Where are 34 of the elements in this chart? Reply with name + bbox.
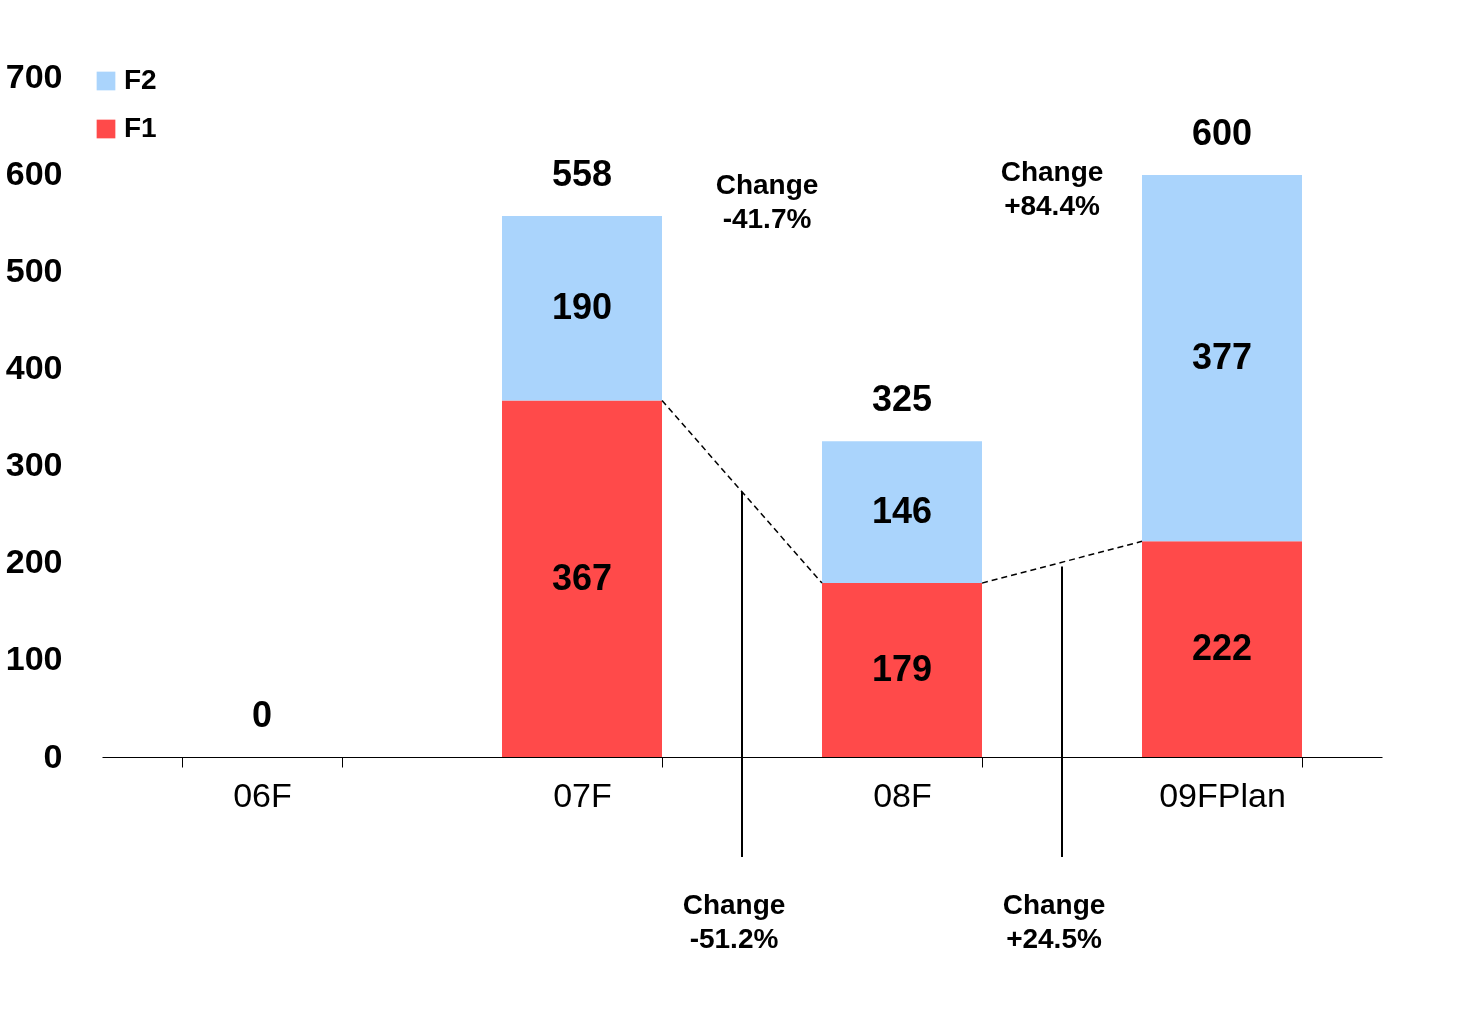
annotation: Change -41.7% [715,169,819,235]
text: Change +24.5% [1002,889,1106,954]
bar [502,400,662,757]
data-label: 367 [551,556,613,598]
bar [1142,175,1302,542]
text: Change -51.2% [682,889,786,954]
legend-label: F2 [124,64,157,95]
y-tick-label: 700 [5,56,63,95]
x-tick-label: 08F [873,775,932,814]
y-tick-label: 200 [5,542,63,581]
total-label: 325 [871,378,933,420]
total-label: 600 [1191,112,1253,154]
x-tick-label: 09FPlan [1159,775,1286,814]
y-tick-label: 500 [5,250,63,289]
x-tick-label: 06F [233,775,292,814]
data-label: 190 [551,286,613,328]
x-tick-label: 07F [553,775,612,814]
bar [822,583,982,757]
y-tick-label: 0 [43,736,63,775]
data-label: 377 [1191,336,1253,378]
bar [822,441,982,584]
y-tick-label: 100 [5,639,63,678]
total-label: 0 [251,694,273,735]
y-tick-label: 600 [5,153,63,192]
total-label: 558 [551,152,613,194]
annotation: Change +84.4% [1000,155,1104,221]
y-tick-label: 300 [5,445,63,484]
data-label: 222 [1191,627,1253,669]
bar [1142,541,1302,757]
data-label: 146 [871,490,933,532]
bar [502,215,662,401]
data-label: 179 [871,648,933,690]
y-tick-label: 400 [5,347,63,386]
legend-label: F1 [124,112,157,143]
